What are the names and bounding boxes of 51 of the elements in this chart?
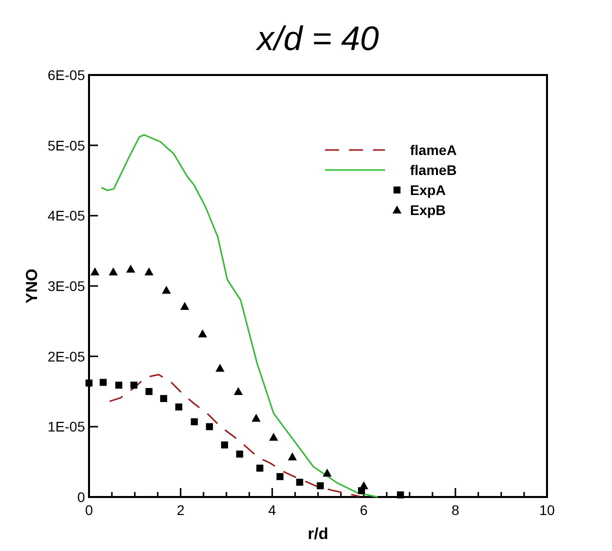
y-tick-label: 4E-05 bbox=[48, 208, 86, 224]
point bbox=[234, 387, 243, 395]
y-tick-label: 1E-05 bbox=[48, 418, 86, 435]
point bbox=[322, 468, 332, 477]
y-tick-label: 3E-05 bbox=[48, 278, 86, 294]
y-tick-label: 6E-05 bbox=[48, 67, 86, 83]
point bbox=[180, 302, 190, 310]
y-axis-title: YNO bbox=[24, 268, 41, 304]
point bbox=[146, 388, 152, 395]
point bbox=[86, 380, 92, 387]
point bbox=[252, 414, 261, 422]
point bbox=[296, 478, 304, 486]
legend-label: flameB bbox=[410, 162, 457, 178]
point bbox=[316, 482, 324, 490]
point bbox=[288, 452, 297, 460]
x-tick-label: 8 bbox=[452, 502, 460, 518]
point bbox=[115, 382, 122, 389]
point bbox=[359, 481, 368, 490]
point bbox=[108, 267, 118, 276]
point bbox=[100, 378, 107, 386]
point bbox=[90, 267, 100, 276]
y-tick-label: 5E-05 bbox=[48, 137, 86, 154]
point bbox=[160, 395, 168, 402]
point bbox=[396, 491, 404, 498]
x-axis-title: r/d bbox=[308, 526, 328, 543]
y-tick-label: 0 bbox=[77, 489, 86, 505]
x-tick-label: 4 bbox=[268, 502, 276, 518]
x-tick-label: 10 bbox=[539, 502, 555, 518]
point bbox=[126, 264, 136, 273]
legend-label: ExpA bbox=[410, 182, 446, 198]
legend-label: ExpB bbox=[410, 202, 446, 218]
point bbox=[175, 403, 182, 410]
chart-title: x/d = 40 bbox=[255, 20, 380, 58]
point bbox=[162, 286, 171, 294]
point bbox=[130, 382, 138, 389]
point bbox=[144, 267, 154, 276]
point bbox=[198, 329, 208, 338]
point bbox=[206, 423, 213, 430]
x-tick-label: 2 bbox=[176, 502, 185, 518]
point bbox=[221, 441, 228, 448]
point bbox=[190, 418, 198, 426]
point bbox=[256, 464, 264, 472]
line-series bbox=[100, 134, 378, 498]
point bbox=[276, 473, 284, 480]
x-tick-label: 6 bbox=[360, 502, 368, 518]
y-tick-label: 2E-05 bbox=[48, 348, 86, 364]
line-series bbox=[108, 374, 360, 498]
legend-label: flameA bbox=[410, 142, 457, 158]
point bbox=[215, 364, 224, 372]
point bbox=[236, 450, 244, 458]
point bbox=[269, 432, 278, 441]
